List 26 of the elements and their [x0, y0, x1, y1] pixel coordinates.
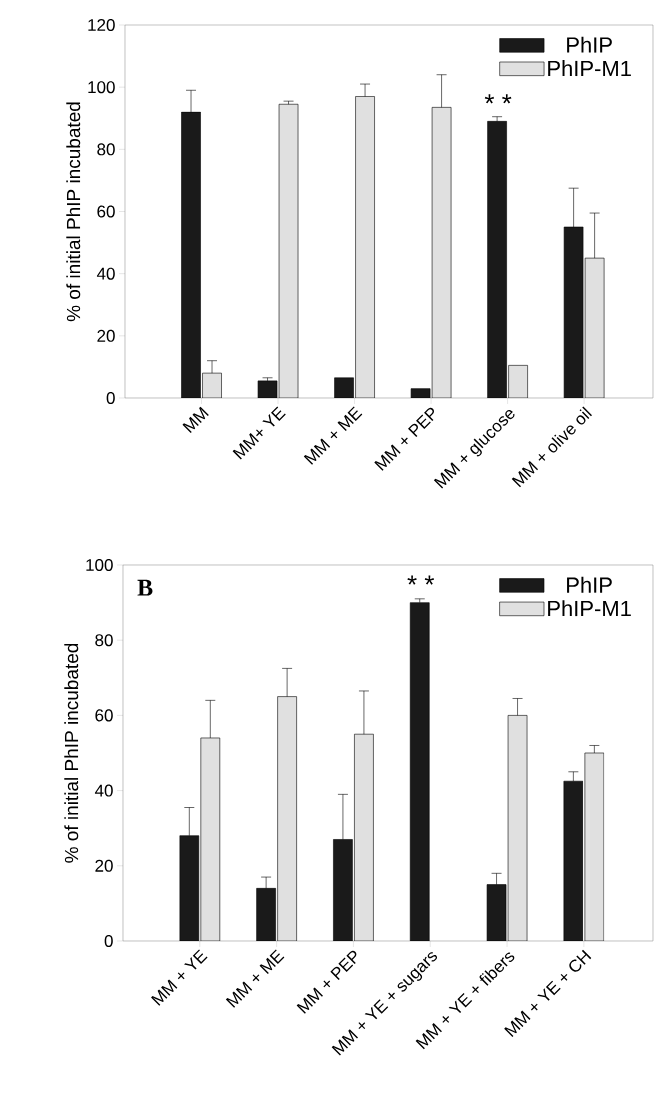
y-axis-title: % of initial PhIP incubated: [64, 643, 79, 863]
y-tick-label: 20: [97, 329, 115, 342]
x-tick-label: MM: [182, 406, 209, 433]
annotation: B: [137, 579, 153, 596]
legend-label: PhIP-M1: [548, 60, 631, 77]
y-tick-label: 0: [106, 391, 115, 405]
y-tick-label: 60: [95, 709, 113, 722]
x-tick-label: MM + YE: [151, 949, 208, 1006]
x-tick-label: MM + ME: [225, 949, 285, 1008]
annotation: * *: [407, 575, 435, 585]
legend-label: PhIP-M1: [548, 600, 631, 617]
annotation: * *: [484, 94, 512, 104]
y-tick-label: 40: [96, 267, 115, 280]
legend-label: PhIP: [567, 576, 612, 593]
y-tick-label: 80: [97, 143, 115, 156]
y-tick-label: 100: [86, 558, 113, 572]
y-tick-label: 100: [88, 81, 115, 94]
y-tick-label: 60: [97, 205, 115, 218]
y-tick-label: 40: [94, 784, 113, 797]
y-tick-label: 0: [104, 934, 113, 948]
legend-label: PhIP: [567, 36, 612, 53]
y-tick-label: 80: [95, 634, 113, 647]
y-tick-label: 120: [88, 18, 115, 32]
y-axis-title: % of initial PhIP incubated: [66, 102, 81, 322]
y-tick-label: 20: [95, 859, 113, 872]
x-tick-label: MM + ME: [303, 406, 363, 465]
